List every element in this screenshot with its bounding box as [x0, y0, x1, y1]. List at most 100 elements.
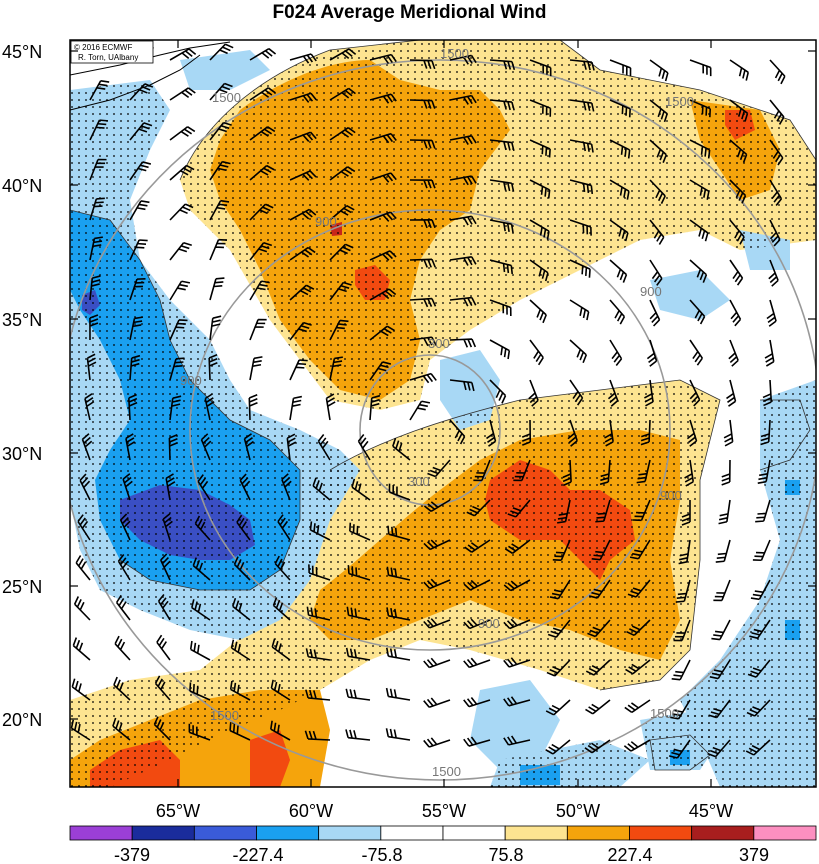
wind-barb [409, 179, 436, 189]
wind-barb [503, 735, 531, 746]
wind-barb [153, 716, 171, 741]
wind-barb [723, 419, 734, 447]
wind-barb [709, 659, 731, 680]
contour-label: 1500 [440, 46, 469, 61]
wind-barb [89, 158, 107, 181]
wind-barb [72, 637, 91, 661]
wind-barb [463, 696, 491, 708]
contour-labels: 1500 1500 1500 1500 1500 900 900 900 900… [180, 46, 694, 779]
map-panel: 1500 1500 1500 1500 1500 900 900 900 900… [70, 40, 816, 787]
wind-barb [569, 59, 595, 71]
wind-barb [329, 356, 343, 381]
wind-barb [129, 122, 153, 141]
contour-label: 1500 [432, 764, 461, 779]
wind-barb [463, 657, 491, 669]
wind-barb [644, 379, 654, 407]
wind-barb [249, 203, 274, 221]
wind-barb [122, 473, 133, 501]
wind-barb [189, 640, 211, 661]
wind-barb [347, 565, 371, 581]
wind-barb [708, 699, 731, 719]
lat-tick-label: 35°N [2, 310, 42, 330]
credit-line: © 2016 ECMWF [74, 43, 132, 52]
wind-barb [289, 170, 317, 181]
wind-barb [409, 400, 431, 421]
wind-barb [609, 179, 630, 200]
wind-barb [463, 579, 491, 591]
map-frame [69, 39, 817, 788]
wind-barb [449, 215, 477, 226]
wind-barb [129, 200, 150, 221]
wind-barb [729, 179, 747, 204]
wind-barb [552, 539, 571, 562]
wind-barb [89, 119, 109, 141]
wind-barb [169, 203, 194, 221]
wind-barb [194, 515, 211, 541]
wind-barb [329, 48, 357, 61]
colorbar-swatch [193, 825, 257, 841]
wind-barb [649, 299, 661, 327]
wind-barb [230, 639, 251, 661]
wind-barb [762, 379, 773, 407]
wind-barb [165, 473, 176, 501]
colorbar-label: 75.8 [488, 845, 523, 864]
wind-barb [329, 127, 356, 141]
wind-barb [729, 99, 749, 122]
wind-barb [609, 339, 623, 366]
lon-tick-label: 50°W [556, 801, 600, 821]
wind-barb [609, 59, 632, 77]
wind-barb [409, 258, 436, 268]
wind-barb [386, 566, 411, 581]
wind-barb [529, 179, 551, 199]
page-title: F024 Average Meridional Wind [272, 2, 547, 23]
contour-label: 900 [640, 284, 662, 299]
wind-barb [289, 395, 303, 421]
wind-barb [243, 433, 254, 461]
wind-barb [154, 675, 171, 701]
wind-barb [463, 618, 491, 630]
wind-barb [689, 299, 706, 325]
wind-barb [89, 79, 110, 101]
wind-barb [388, 483, 411, 501]
wind-barb [609, 219, 629, 242]
wind-barb [209, 160, 231, 181]
wind-barb [249, 318, 267, 341]
lon-tick-label: 45°W [689, 801, 733, 821]
colorbar-label: -379 [114, 845, 150, 864]
wind-barb [486, 419, 497, 447]
wind-barb [423, 499, 451, 512]
wind-barb [569, 139, 594, 153]
wind-barb [125, 433, 136, 461]
wind-barb [504, 539, 531, 555]
lat-labels: 45°N 40°N 35°N 30°N 25°N 20°N [2, 42, 42, 730]
wind-barb [232, 597, 251, 621]
contour-label: 900 [660, 488, 682, 503]
wind-barb [768, 259, 779, 287]
wind-barb [112, 717, 131, 741]
wind-barb [449, 54, 477, 65]
wind-barb [489, 139, 515, 152]
lat-tick-label: 30°N [2, 444, 42, 464]
wind-barb [169, 319, 188, 341]
wind-barb [89, 275, 101, 301]
wind-barb [503, 618, 531, 630]
wind-barb [188, 723, 211, 741]
wind-barb [595, 499, 611, 523]
colorbar-swatch [691, 825, 755, 841]
wind-barb [271, 638, 291, 661]
wind-barb [345, 729, 371, 741]
wind-barb [369, 211, 397, 222]
contour-label: 900 [478, 616, 500, 631]
wind-barb [646, 339, 658, 367]
wind-barb [529, 219, 550, 240]
wind-barb [715, 539, 731, 563]
wind-barb [626, 619, 651, 637]
wind-barb [209, 277, 225, 301]
wind-barb [249, 241, 273, 261]
wind-barb [489, 339, 511, 360]
wind-barb [546, 659, 571, 677]
wind-barb [345, 688, 371, 701]
contour-label: 1500 [665, 94, 694, 109]
wind-barb [157, 593, 171, 621]
lat-tick-label: 25°N [2, 577, 42, 597]
